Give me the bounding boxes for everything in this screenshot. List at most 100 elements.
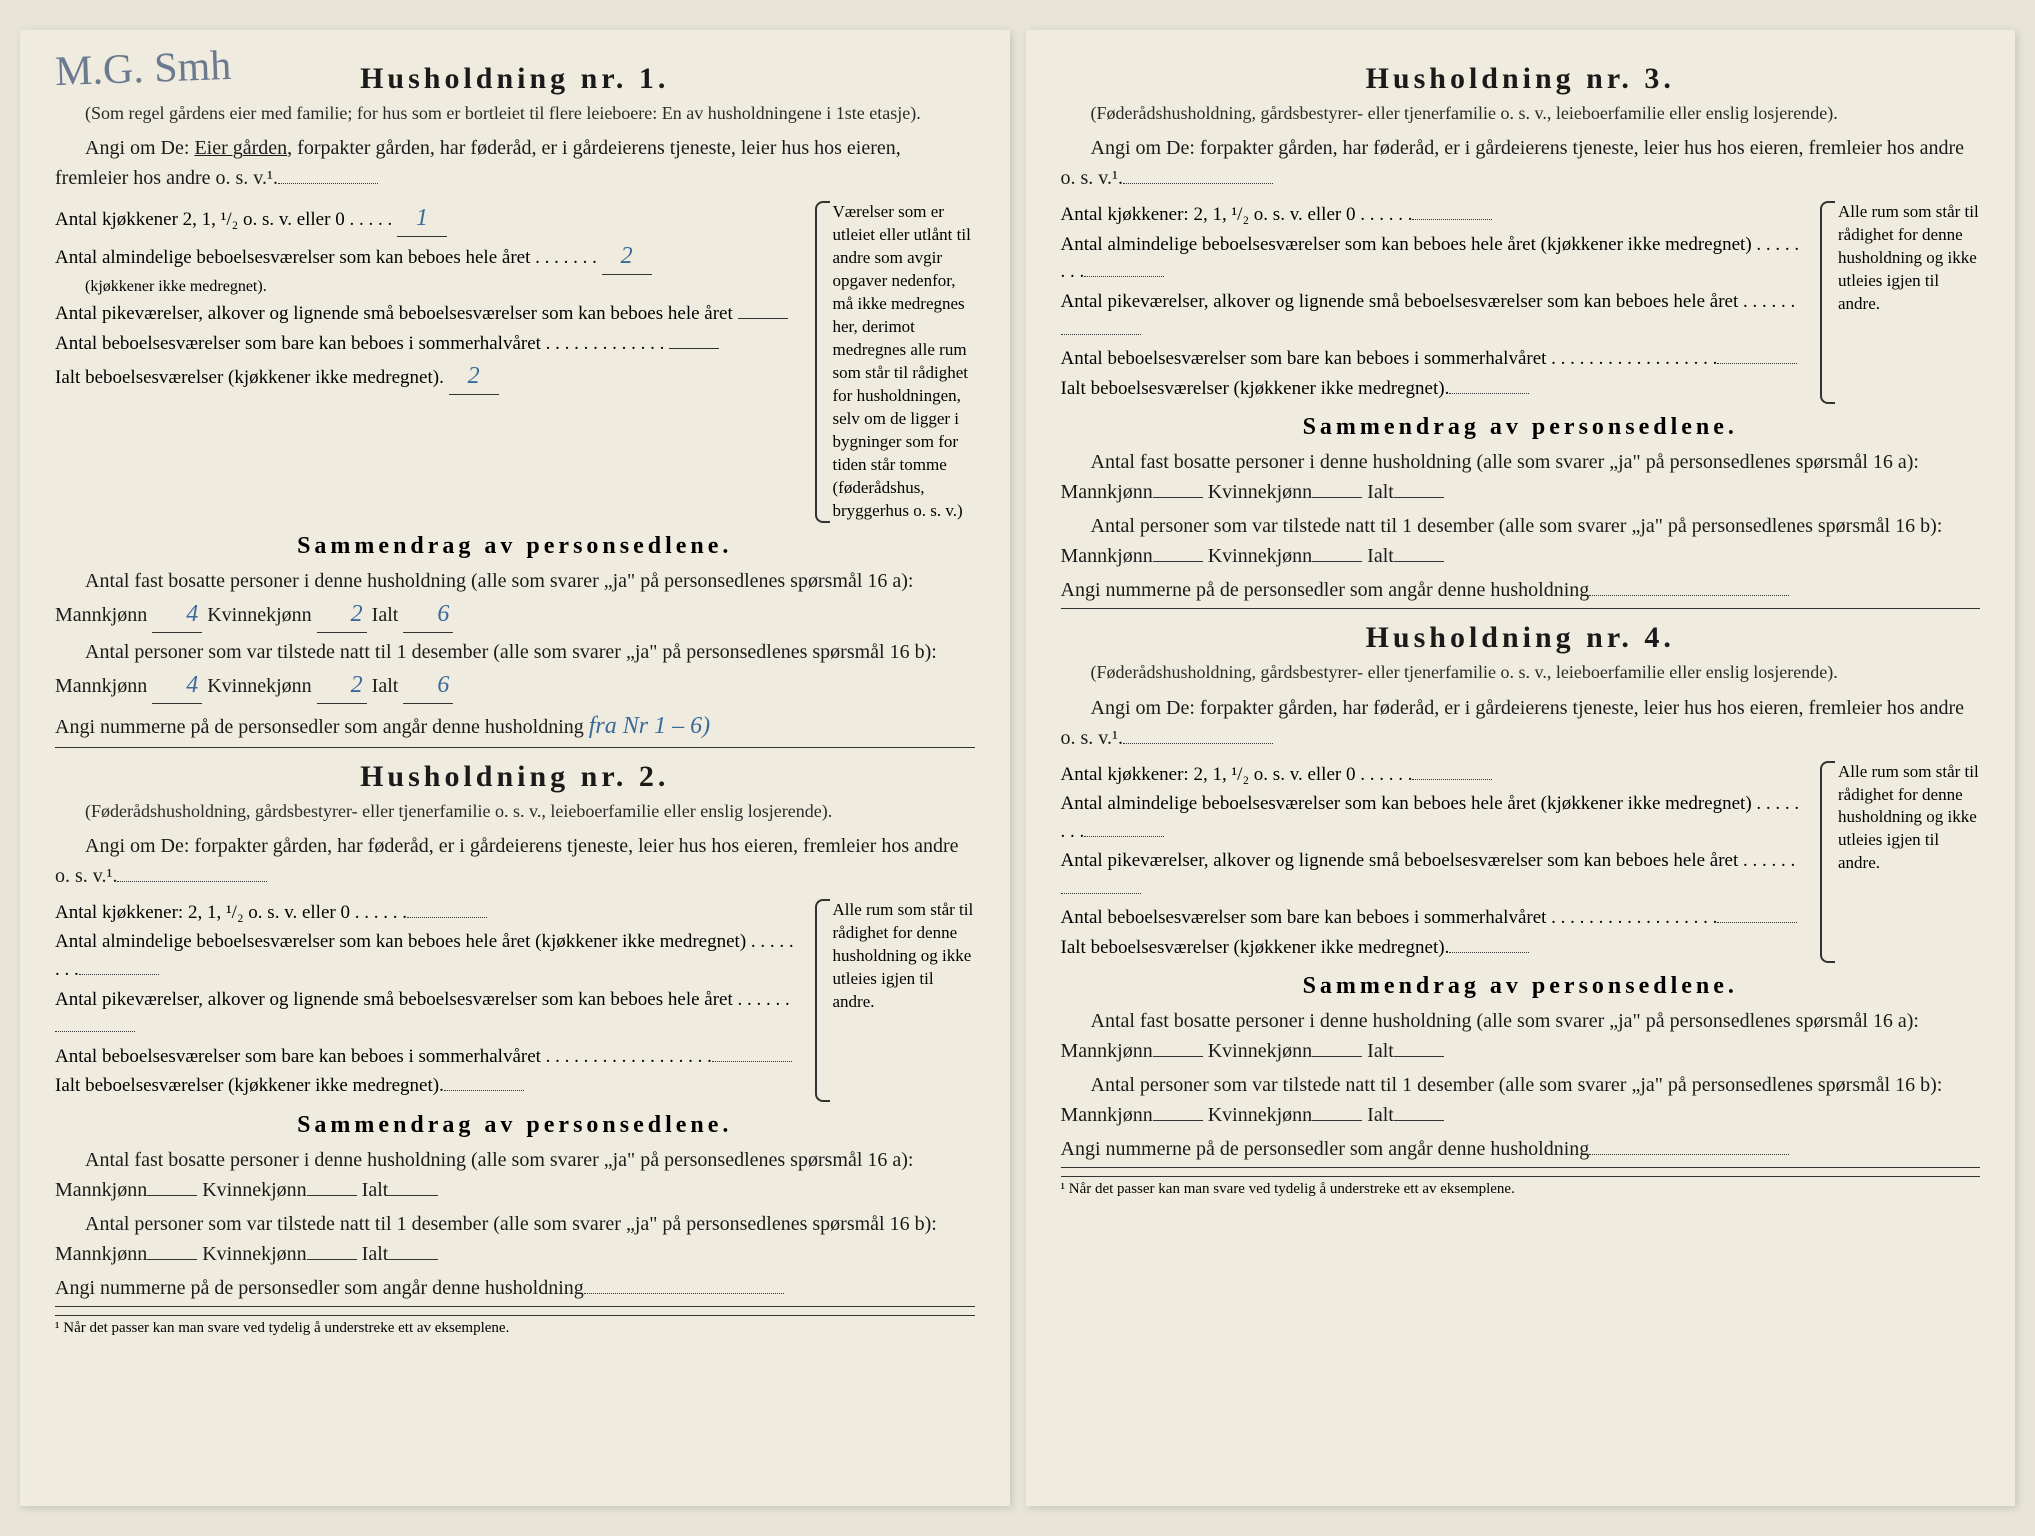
hh1-nummer: Angi nummerne på de personsedler som ang…	[55, 708, 975, 748]
q16a-k-label: Kvinnekjønn	[1208, 1040, 1312, 1062]
hh1-summer: Antal beboelsesværelser som bare kan beb…	[55, 330, 795, 358]
q16b-pre: Antal personer som var tilstede natt til…	[1061, 1074, 1943, 1126]
pike-value[interactable]	[1061, 334, 1141, 335]
q16b-i[interactable]	[1394, 561, 1444, 562]
nummer-value[interactable]: fra Nr 1 – 6)	[589, 713, 710, 739]
q16b-m[interactable]	[1153, 561, 1203, 562]
angi-pre: Angi om De: forpakter gården, har føderå…	[1061, 137, 1965, 189]
summer-value[interactable]	[1717, 363, 1797, 364]
q16a-i-label: Ialt	[372, 604, 399, 626]
q16b-i[interactable]	[388, 1259, 438, 1260]
nummer-value[interactable]	[1589, 1154, 1789, 1155]
kitchens-value[interactable]: 1	[397, 201, 447, 237]
hh2-side-note: Alle rum som står til rådighet for denne…	[815, 899, 975, 1102]
rooms-value[interactable]	[79, 974, 159, 975]
hh4-total: Ialt beboelsesværelser (kjøkkener ikke m…	[1061, 934, 1801, 962]
hh3-rooms-block: Antal kjøkkener: 2, 1, ¹/₂ o. s. v. elle…	[1061, 201, 1981, 404]
brace-icon	[1820, 201, 1835, 404]
kitchens-value[interactable]	[1412, 779, 1492, 780]
hh2-q16b: Antal personer som var tilstede natt til…	[55, 1209, 975, 1269]
hh4-pike: Antal pikeværelser, alkover og lignende …	[1061, 847, 1801, 902]
q16b-m[interactable]	[147, 1259, 197, 1260]
q16a-k[interactable]: 2	[317, 596, 367, 633]
rooms-value[interactable]: 2	[602, 239, 652, 275]
total-value[interactable]	[1449, 393, 1529, 394]
q16b-i[interactable]: 6	[403, 667, 453, 704]
angi-fill[interactable]	[278, 183, 378, 184]
q16b-m[interactable]: 4	[152, 667, 202, 704]
household-2: Husholdning nr. 2. (Føderådshusholdning,…	[55, 760, 975, 1307]
q16b-k[interactable]: 2	[317, 667, 367, 704]
total-value[interactable]: 2	[449, 359, 499, 395]
rooms-label: Antal almindelige beboelsesværelser som …	[1061, 793, 1800, 842]
hh4-kitchens: Antal kjøkkener: 2, 1, ¹/₂ o. s. v. elle…	[1061, 761, 1801, 789]
summer-label: Antal beboelsesværelser som bare kan beb…	[55, 333, 664, 354]
q16a-i[interactable]: 6	[403, 596, 453, 633]
hh4-nummer: Angi nummerne på de personsedler som ang…	[1061, 1134, 1981, 1168]
q16a-k-label: Kvinnekjønn	[202, 1179, 306, 1201]
summer-value[interactable]	[712, 1061, 792, 1062]
summer-label: Antal beboelsesværelser som bare kan beb…	[1061, 348, 1718, 369]
q16a-i[interactable]	[1394, 497, 1444, 498]
angi-fill[interactable]	[1123, 743, 1273, 744]
q16a-i-label: Ialt	[362, 1179, 389, 1201]
q16a-k[interactable]	[1312, 1056, 1362, 1057]
kitchens-label: Antal kjøkkener: 2, 1, ¹/₂ o. s. v. elle…	[1061, 764, 1413, 785]
summer-value[interactable]	[1717, 922, 1797, 923]
nummer-value[interactable]	[584, 1293, 784, 1294]
q16b-k[interactable]	[1312, 1120, 1362, 1121]
hh2-nummer: Angi nummerne på de personsedler som ang…	[55, 1273, 975, 1307]
total-value[interactable]	[1449, 952, 1529, 953]
summer-value[interactable]	[669, 348, 719, 349]
rooms-value[interactable]	[1084, 836, 1164, 837]
hh2-subtitle: (Føderådshusholdning, gårdsbestyrer- ell…	[55, 800, 975, 823]
total-label: Ialt beboelsesværelser (kjøkkener ikke m…	[1061, 937, 1450, 958]
angi-fill[interactable]	[117, 881, 267, 882]
rooms-value[interactable]	[1084, 276, 1164, 277]
hh2-rooms: Antal almindelige beboelsesværelser som …	[55, 928, 795, 983]
nummer-label: Angi nummerne på de personsedler som ang…	[1061, 1138, 1590, 1160]
q16a-m[interactable]	[1153, 1056, 1203, 1057]
hh4-angi: Angi om De: forpakter gården, har føderå…	[1061, 693, 1981, 753]
hh3-rooms: Antal almindelige beboelsesværelser som …	[1061, 231, 1801, 286]
q16a-k[interactable]	[1312, 497, 1362, 498]
pike-value[interactable]	[55, 1031, 135, 1032]
hh2-summer: Antal beboelsesværelser som bare kan beb…	[55, 1043, 795, 1071]
q16a-k-label: Kvinnekjønn	[1208, 481, 1312, 503]
q16b-k[interactable]	[1312, 561, 1362, 562]
pike-label: Antal pikeværelser, alkover og lignende …	[55, 303, 733, 324]
kitchens-value[interactable]	[1412, 219, 1492, 220]
pike-value[interactable]	[1061, 893, 1141, 894]
pike-value[interactable]	[738, 318, 788, 319]
kitchens-label: Antal kjøkkener: 2, 1, ¹/₂ o. s. v. elle…	[55, 902, 407, 923]
q16b-k-label: Kvinnekjønn	[1208, 545, 1312, 567]
nummer-label: Angi nummerne på de personsedler som ang…	[55, 716, 584, 738]
hh4-title: Husholdning nr. 4.	[1061, 621, 1981, 655]
hh3-summer: Antal beboelsesværelser som bare kan beb…	[1061, 345, 1801, 373]
q16b-i[interactable]	[1394, 1120, 1444, 1121]
kitchens-value[interactable]	[407, 917, 487, 918]
q16a-k[interactable]	[307, 1195, 357, 1196]
angi-fill[interactable]	[1123, 183, 1273, 184]
rooms-label: Antal almindelige beboelsesværelser som …	[55, 247, 597, 268]
q16a-m[interactable]: 4	[152, 596, 202, 633]
hh3-subtitle: (Føderådshusholdning, gårdsbestyrer- ell…	[1061, 102, 1981, 125]
q16b-k[interactable]	[307, 1259, 357, 1260]
hh2-pike: Antal pikeværelser, alkover og lignende …	[55, 986, 795, 1041]
q16a-m[interactable]	[1153, 497, 1203, 498]
brace-icon	[815, 201, 830, 522]
q16b-m[interactable]	[1153, 1120, 1203, 1121]
q16a-i[interactable]	[388, 1195, 438, 1196]
nummer-label: Angi nummerne på de personsedler som ang…	[1061, 579, 1590, 601]
household-1: Husholdning nr. 1. (Som regel gårdens ei…	[55, 62, 975, 748]
q16a-i-label: Ialt	[1367, 1040, 1394, 1062]
q16a-k-label: Kvinnekjønn	[207, 604, 311, 626]
hh1-rooms-block: Antal kjøkkener 2, 1, ¹/₂ o. s. v. eller…	[55, 201, 975, 522]
hh2-q16a: Antal fast bosatte personer i denne hush…	[55, 1145, 975, 1205]
total-value[interactable]	[444, 1090, 524, 1091]
footnote-left: ¹ Når det passer kan man svare ved tydel…	[55, 1315, 975, 1337]
q16a-m[interactable]	[147, 1195, 197, 1196]
hh3-summary-title: Sammendrag av personsedlene.	[1061, 414, 1981, 441]
nummer-value[interactable]	[1589, 595, 1789, 596]
q16a-i[interactable]	[1394, 1056, 1444, 1057]
